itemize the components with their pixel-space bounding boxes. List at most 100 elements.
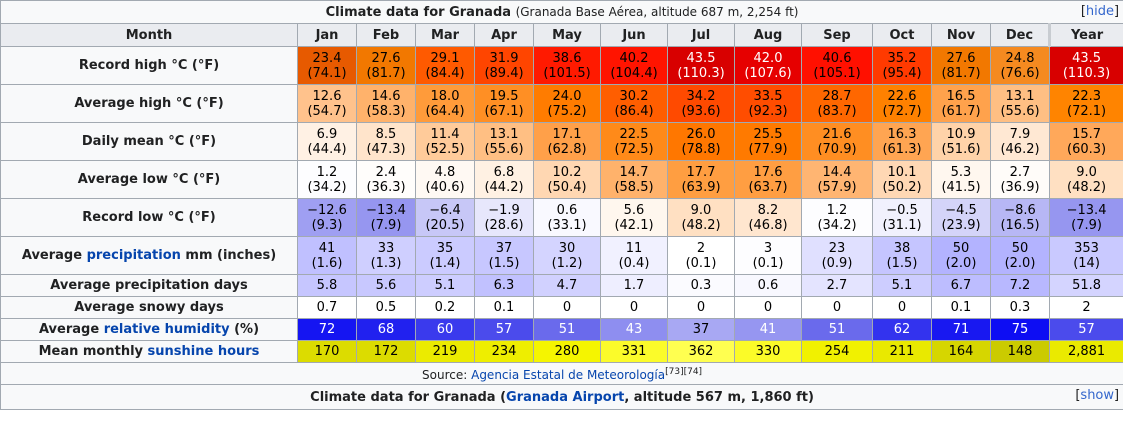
cell-secondary-value: (55.6) xyxy=(1000,103,1040,119)
cell-value: −12.6 xyxy=(307,202,347,218)
month-header-jun: Jun xyxy=(600,23,668,47)
table-cell: 8.5 (47.3) xyxy=(356,122,416,161)
cell-value: 8.5 xyxy=(375,126,397,142)
row-label-suffix: mm (inches) xyxy=(180,248,277,263)
cell-secondary-value: (34.2) xyxy=(307,179,347,195)
cell-secondary-value: (72.5) xyxy=(614,141,654,157)
table-cell: 5.3 (41.5) xyxy=(931,160,991,199)
cell-secondary-value: (86.4) xyxy=(614,103,654,119)
granada-airport-link[interactable]: Granada Airport xyxy=(506,389,625,405)
cell-value: 50 xyxy=(952,240,970,256)
table-cell: 211 xyxy=(872,340,932,363)
row-label: Daily mean °C (°F) xyxy=(0,122,298,161)
cell-secondary-value: (1.5) xyxy=(488,255,520,271)
source-refs[interactable]: [73][74] xyxy=(665,366,703,377)
cell-secondary-value: (58.5) xyxy=(614,179,654,195)
table-cell: 51 xyxy=(801,318,873,341)
cell-secondary-value: (42.1) xyxy=(614,217,654,233)
cell-value: 25.5 xyxy=(753,126,783,142)
table-cell: 30.2 (86.4) xyxy=(600,84,668,123)
source-link[interactable]: Agencia Estatal de Meteorología xyxy=(471,367,666,382)
cell-secondary-value: (63.7) xyxy=(748,179,788,195)
row-label-link[interactable]: precipitation xyxy=(86,248,181,263)
table-cell: 62 xyxy=(872,318,932,341)
table-cell: 0 xyxy=(801,296,873,319)
cell-secondary-value: (95.4) xyxy=(882,65,922,81)
table-cell: 362 xyxy=(667,340,735,363)
hide-link[interactable]: hide xyxy=(1085,4,1115,19)
table-cell: −12.6 (9.3) xyxy=(297,198,357,237)
table-cell: 330 xyxy=(734,340,802,363)
table-cell: 29.1 (84.4) xyxy=(415,46,475,85)
table-cell: 0.5 xyxy=(356,296,416,319)
table-cell: 50 (2.0) xyxy=(931,236,991,275)
cell-secondary-value: (20.5) xyxy=(425,217,465,233)
table-cell: 164 xyxy=(931,340,991,363)
cell-secondary-value: (23.9) xyxy=(941,217,981,233)
cell-value: 0.3 xyxy=(1009,300,1031,315)
table-cell: 5.1 xyxy=(415,274,475,297)
cell-value: 21.6 xyxy=(822,126,852,142)
cell-secondary-value: (0.9) xyxy=(821,255,853,271)
cell-value: 0.1 xyxy=(950,300,972,315)
cell-value: 51.8 xyxy=(1072,278,1102,293)
cell-value: 28.7 xyxy=(822,88,852,104)
table-cell: 353 (14) xyxy=(1048,236,1123,275)
row-label-link[interactable]: relative humidity xyxy=(103,322,230,337)
cell-value: 16.3 xyxy=(887,126,917,142)
cell-secondary-value: (63.9) xyxy=(681,179,721,195)
cell-value: 71 xyxy=(952,322,970,337)
table-cell: 33.5 (92.3) xyxy=(734,84,802,123)
caption-title: Climate data for Granada xyxy=(325,4,512,20)
table-cell: 16.3 (61.3) xyxy=(872,122,932,161)
cell-secondary-value: (1.6) xyxy=(311,255,343,271)
cell-value: 5.6 xyxy=(623,202,645,218)
show-link[interactable]: show xyxy=(1080,388,1115,403)
table-cell: 2.4 (36.3) xyxy=(356,160,416,199)
table-cell: 2 (0.1) xyxy=(667,236,735,275)
table-row: Average snowy days 0.7 0.5 0.2 0.1 0 0 0 0 0 0 0.1 0… xyxy=(0,296,1123,319)
cell-value: 15.7 xyxy=(1072,126,1102,142)
table-cell: 43.5 (110.3) xyxy=(667,46,735,85)
cell-value: 2.7 xyxy=(826,278,848,293)
table-cell: 10.2 (50.4) xyxy=(533,160,601,199)
cell-value: 5.8 xyxy=(316,278,338,293)
table-cell: 13.1 (55.6) xyxy=(474,122,534,161)
row-label-link[interactable]: sunshine hours xyxy=(147,344,260,359)
month-header-sep: Sep xyxy=(801,23,873,47)
cell-value: 68 xyxy=(377,322,395,337)
month-header-mar: Mar xyxy=(415,23,475,47)
table-cell: 51 xyxy=(533,318,601,341)
cell-secondary-value: (46.8) xyxy=(748,217,788,233)
row-label-prefix: Average xyxy=(21,248,87,263)
cell-value: 17.6 xyxy=(753,164,783,180)
cell-secondary-value: (104.4) xyxy=(610,65,658,81)
month-header-aug: Aug xyxy=(734,23,802,47)
cell-secondary-value: (110.3) xyxy=(677,65,725,81)
cell-value: 2.4 xyxy=(375,164,397,180)
month-header-nov: Nov xyxy=(931,23,991,47)
cell-secondary-value: (44.2) xyxy=(484,179,524,195)
cell-secondary-value: (61.7) xyxy=(941,103,981,119)
cell-value: 43.5 xyxy=(1072,50,1102,66)
cell-value: 24.0 xyxy=(552,88,582,104)
table-cell: 22.5 (72.5) xyxy=(600,122,668,161)
cell-secondary-value: (67.1) xyxy=(484,103,524,119)
cell-value: 57 xyxy=(495,322,513,337)
table-cell: −6.4 (20.5) xyxy=(415,198,475,237)
cell-value: 57 xyxy=(1078,322,1095,337)
month-header-oct: Oct xyxy=(872,23,932,47)
source-prefix: Source: xyxy=(422,367,472,382)
cell-value: 9.0 xyxy=(690,202,712,218)
cell-secondary-value: (50.2) xyxy=(882,179,922,195)
cell-value: 23 xyxy=(828,240,846,256)
cell-value: −8.6 xyxy=(1004,202,1036,218)
cell-value: 9.0 xyxy=(1076,164,1097,180)
row-label: Record high °C (°F) xyxy=(0,46,298,85)
cell-secondary-value: (34.2) xyxy=(817,217,857,233)
cell-secondary-value: (62.8) xyxy=(547,141,587,157)
table-cell: 17.7 (63.9) xyxy=(667,160,735,199)
cell-value: 22.3 xyxy=(1072,88,1102,104)
cell-value: 0.3 xyxy=(690,278,712,293)
cell-value: 172 xyxy=(373,344,399,359)
